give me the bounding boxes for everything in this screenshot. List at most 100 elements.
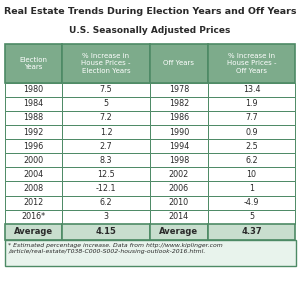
Text: -12.1: -12.1 bbox=[96, 184, 116, 193]
Text: 3: 3 bbox=[103, 212, 109, 221]
Text: 1998: 1998 bbox=[169, 156, 189, 165]
Bar bbox=[150, 167, 208, 182]
Bar bbox=[4, 224, 62, 240]
Bar bbox=[150, 83, 208, 97]
Text: Average: Average bbox=[159, 227, 198, 237]
Text: 2012: 2012 bbox=[23, 198, 44, 207]
Text: % Increase in
House Prices -
Election Years: % Increase in House Prices - Election Ye… bbox=[81, 53, 131, 74]
Bar bbox=[208, 97, 296, 111]
Bar bbox=[208, 182, 296, 196]
Bar bbox=[208, 111, 296, 125]
Bar bbox=[150, 182, 208, 196]
Bar bbox=[150, 125, 208, 139]
Bar bbox=[4, 196, 62, 210]
Text: 1992: 1992 bbox=[23, 127, 44, 137]
Bar bbox=[62, 167, 150, 182]
Text: 1980: 1980 bbox=[23, 85, 44, 94]
Text: 4.15: 4.15 bbox=[96, 227, 116, 237]
Bar bbox=[4, 111, 62, 125]
Bar bbox=[4, 240, 296, 266]
Bar bbox=[62, 97, 150, 111]
Bar bbox=[208, 153, 296, 167]
Bar bbox=[208, 224, 296, 240]
Text: U.S. Seasonally Adjusted Prices: U.S. Seasonally Adjusted Prices bbox=[69, 26, 231, 35]
Bar bbox=[4, 210, 62, 224]
Bar bbox=[150, 111, 208, 125]
Text: 1988: 1988 bbox=[23, 113, 44, 123]
Text: 1990: 1990 bbox=[169, 127, 189, 137]
Text: 0.9: 0.9 bbox=[245, 127, 258, 137]
Bar bbox=[4, 153, 62, 167]
Text: Average: Average bbox=[14, 227, 53, 237]
Text: 1.2: 1.2 bbox=[100, 127, 112, 137]
Bar bbox=[208, 196, 296, 210]
Bar bbox=[62, 125, 150, 139]
Bar bbox=[4, 44, 62, 83]
Text: % Increase in
House Prices -
Off Years: % Increase in House Prices - Off Years bbox=[227, 53, 276, 74]
Bar bbox=[150, 97, 208, 111]
Bar bbox=[208, 83, 296, 97]
Bar bbox=[4, 167, 62, 182]
Text: 1: 1 bbox=[249, 184, 254, 193]
Text: 2014: 2014 bbox=[169, 212, 189, 221]
Bar bbox=[4, 139, 62, 153]
Text: 5: 5 bbox=[249, 212, 254, 221]
Text: Election
Years: Election Years bbox=[19, 57, 47, 70]
Text: 6.2: 6.2 bbox=[100, 198, 112, 207]
Text: 2000: 2000 bbox=[23, 156, 44, 165]
Text: 1986: 1986 bbox=[169, 113, 189, 123]
Bar bbox=[62, 224, 150, 240]
Text: 5: 5 bbox=[103, 99, 109, 108]
Bar bbox=[150, 210, 208, 224]
Text: 7.7: 7.7 bbox=[245, 113, 258, 123]
Bar bbox=[4, 182, 62, 196]
Bar bbox=[150, 224, 208, 240]
Text: 7.5: 7.5 bbox=[100, 85, 112, 94]
Text: Off Years: Off Years bbox=[163, 60, 194, 66]
Text: 2.7: 2.7 bbox=[100, 142, 112, 151]
Text: 1994: 1994 bbox=[169, 142, 189, 151]
Bar bbox=[62, 83, 150, 97]
Text: 1996: 1996 bbox=[23, 142, 44, 151]
Bar bbox=[150, 139, 208, 153]
Bar bbox=[150, 196, 208, 210]
Text: 1.9: 1.9 bbox=[245, 99, 258, 108]
Text: 2016*: 2016* bbox=[21, 212, 45, 221]
Text: 8.3: 8.3 bbox=[100, 156, 112, 165]
Bar bbox=[62, 153, 150, 167]
Text: 1982: 1982 bbox=[169, 99, 189, 108]
Bar bbox=[62, 182, 150, 196]
Bar bbox=[62, 44, 150, 83]
Bar bbox=[4, 83, 62, 97]
Text: 6.2: 6.2 bbox=[245, 156, 258, 165]
Bar bbox=[208, 210, 296, 224]
Text: 1978: 1978 bbox=[169, 85, 189, 94]
Text: 2010: 2010 bbox=[169, 198, 189, 207]
Text: 4.37: 4.37 bbox=[241, 227, 262, 237]
Text: 2002: 2002 bbox=[169, 170, 189, 179]
Text: 2004: 2004 bbox=[23, 170, 44, 179]
Bar bbox=[62, 196, 150, 210]
Text: 2.5: 2.5 bbox=[245, 142, 258, 151]
Text: 12.5: 12.5 bbox=[97, 170, 115, 179]
Bar bbox=[4, 125, 62, 139]
Text: 2006: 2006 bbox=[169, 184, 189, 193]
Bar bbox=[4, 97, 62, 111]
Text: * Estimated percentage increase. Data from http://www.kiplinger.com
/article/rea: * Estimated percentage increase. Data fr… bbox=[8, 243, 223, 254]
Text: 1984: 1984 bbox=[23, 99, 44, 108]
Bar bbox=[208, 167, 296, 182]
Bar bbox=[150, 44, 208, 83]
Bar bbox=[208, 139, 296, 153]
Bar bbox=[62, 111, 150, 125]
Bar bbox=[208, 125, 296, 139]
Text: 10: 10 bbox=[247, 170, 256, 179]
Text: 7.2: 7.2 bbox=[100, 113, 112, 123]
Bar bbox=[62, 139, 150, 153]
Text: 13.4: 13.4 bbox=[243, 85, 260, 94]
Text: -4.9: -4.9 bbox=[244, 198, 259, 207]
Bar bbox=[150, 153, 208, 167]
Bar bbox=[208, 44, 296, 83]
Bar bbox=[62, 210, 150, 224]
Text: 2008: 2008 bbox=[23, 184, 44, 193]
Text: Real Estate Trends During Election Years and Off Years: Real Estate Trends During Election Years… bbox=[4, 7, 296, 16]
